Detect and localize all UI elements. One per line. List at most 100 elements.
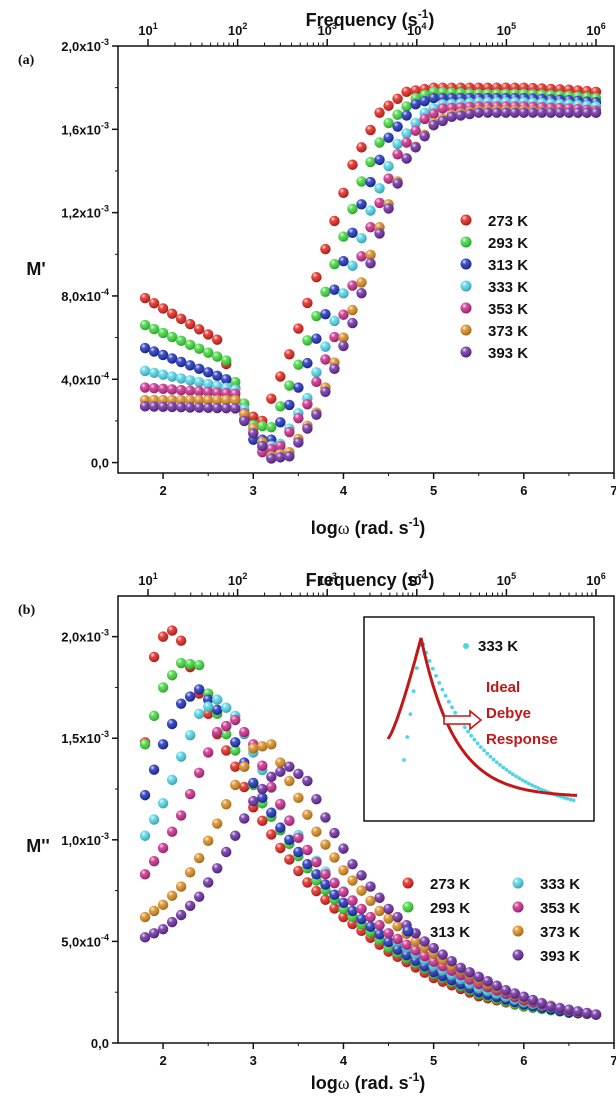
legend-marker-shine [460,280,472,292]
legend-label: 293 K [488,235,528,252]
y-tick-label: 1,2x10-3 [61,204,109,221]
data-point-393K-shine [536,107,548,118]
y-tick-label: 1,5x10-3 [61,729,109,746]
data-point-393K-shine [193,402,205,413]
data-point-373K-shine [338,332,349,343]
data-point-313K-shine [166,353,178,364]
data-point-333K-shine [392,138,403,150]
data-point-373K-shine [193,394,205,406]
data-point-373K-shine [193,852,205,864]
data-point-373K-shine [148,905,160,917]
data-point-313K-shine [275,417,286,428]
data-point-393K-shine [563,107,575,118]
data-point-313K-shine [338,256,349,267]
data-point-393K-shine [257,783,268,795]
panel-a-legend: 273 K 293 K 313 K 333 K 353 K 373 K 393 K [460,213,528,362]
data-point-313K-shine [212,370,223,381]
inset-data-point [533,784,538,789]
data-point-313K-shine [139,342,151,354]
top-tick-label: 101 [138,21,157,38]
data-point-353K-shine [257,760,268,771]
data-point-293K-shine [392,109,403,120]
data-point-293K-shine [257,420,268,432]
inset-data-point [517,776,522,781]
inset-data-point [539,787,544,792]
data-point-373K-shine [365,895,376,906]
data-point-393K-shine [311,409,322,420]
data-point-273K-shine [166,308,178,319]
data-point-393K-shine [329,363,340,375]
data-point-393K-shine [446,111,457,123]
inset-data-point [562,795,566,800]
data-point-293K-shine [184,658,196,670]
data-point-313K-shine [311,333,322,344]
data-point-393K-shine [437,949,448,960]
data-point-373K-shine [230,779,241,791]
data-point-313K-shine [347,905,358,917]
data-point-393K-shine [166,401,178,413]
data-point-293K-shine [221,355,232,366]
y-tick-label: 5,0x10-4 [61,932,109,949]
data-point-393K-shine [356,870,367,881]
panel-b-top-axis-title: Frequency (s-1) [306,567,435,590]
panel-a-xlabel: logω (rad. s-1) [311,515,426,538]
data-point-293K-shine [302,335,313,346]
data-point-393K-shine [383,203,394,214]
data-point-313K-shine [356,913,367,925]
data-point-373K-shine [221,799,232,810]
data-point-393K-shine [347,859,358,870]
data-point-353K-shine [374,919,385,931]
data-point-353K-shine [338,886,349,898]
top-tick-label: 104 [407,21,426,38]
data-point-393K-shine [293,437,304,448]
data-point-333K-shine [193,376,205,388]
data-point-373K-shine [302,809,313,820]
data-point-313K-shine [365,176,376,188]
panel-b-label: (b) [18,603,35,618]
data-point-393K-shine [365,258,376,269]
data-point-353K-shine [329,877,340,889]
data-point-373K-shine [320,839,331,850]
data-point-393K-shine [455,110,466,121]
legend-label: 393 K [540,948,580,965]
panel-b-top-ticks: 101 102 103 104 105 106 [138,571,606,596]
inset-annotation-line-3: Response [486,731,558,748]
data-point-313K-shine [347,227,358,238]
data-point-353K-shine [184,385,196,396]
data-point-333K-shine [148,367,160,379]
data-point-273K-shine [410,85,421,96]
data-point-393K-shine [518,991,530,1002]
data-point-393K-shine [500,107,511,118]
top-tick-label: 101 [138,571,157,588]
data-point-313K-shine [419,95,430,107]
inset-data-point [571,798,576,803]
data-point-393K-shine [374,892,385,903]
data-point-353K-shine [293,832,304,843]
data-point-393K-shine [302,423,313,434]
panel-b-inset: 333 K Ideal Debye Response [363,616,595,822]
data-point-313K-shine [410,99,421,110]
data-point-373K-shine [266,739,277,750]
data-point-313K-shine [329,889,340,900]
legend-marker-shine [460,302,472,314]
data-point-273K-shine [302,297,313,309]
data-point-373K-shine [392,920,403,932]
inset-annotation-line-1: Ideal [486,679,520,696]
data-point-393K-shine [202,402,214,414]
inset-data-point [510,772,515,777]
data-point-293K-shine [221,728,232,740]
data-point-333K-shine [139,830,151,841]
data-point-273K-shine [383,100,394,111]
data-point-313K-shine [175,698,187,709]
top-tick-label: 103 [317,21,336,38]
inset-arrow-icon [443,709,483,731]
data-point-393K-shine [347,317,358,329]
data-point-313K-shine [230,737,241,748]
data-point-273K-shine [347,159,358,170]
data-point-273K-shine [338,911,349,923]
data-point-393K-shine [509,988,520,999]
data-point-273K-shine [356,142,367,153]
data-point-373K-shine [230,394,241,406]
data-point-273K-shine [329,903,340,914]
y-tick-label: 1,0x10-3 [61,831,109,848]
